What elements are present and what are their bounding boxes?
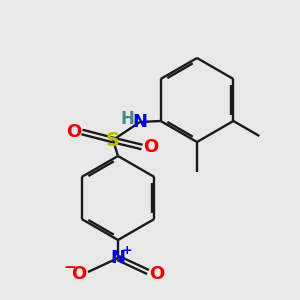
Text: O: O — [66, 123, 82, 141]
Text: S: S — [106, 130, 120, 149]
Text: N: N — [110, 249, 125, 267]
Text: O: O — [149, 265, 165, 283]
Text: O: O — [143, 138, 159, 156]
Text: N: N — [133, 113, 148, 131]
Text: −: − — [64, 260, 76, 275]
Text: +: + — [122, 244, 132, 256]
Text: H: H — [120, 110, 134, 128]
Text: O: O — [71, 265, 87, 283]
